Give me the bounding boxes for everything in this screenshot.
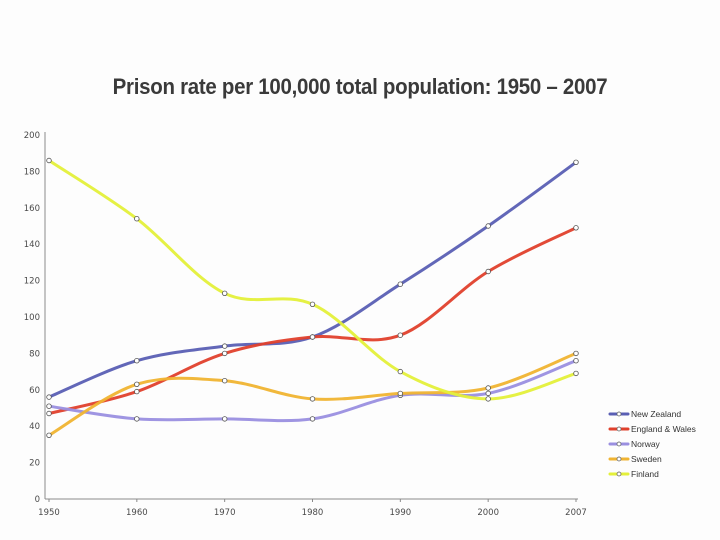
data-point-norway	[134, 416, 140, 422]
legend-label-england-wales: England & Wales	[631, 424, 696, 434]
data-point-new-zealand	[397, 281, 403, 287]
legend-label-sweden: Sweden	[631, 454, 662, 464]
data-point-finland	[573, 370, 579, 377]
x-tick-label: 1950	[38, 508, 60, 518]
legend-marker-finland	[616, 471, 622, 477]
x-tick-label: 2000	[477, 508, 499, 518]
data-point-norway	[46, 403, 52, 409]
series-line-norway	[47, 359, 578, 423]
data-point-england-wales	[221, 350, 228, 357]
data-point-england-wales	[309, 334, 316, 340]
data-point-new-zealand	[485, 223, 491, 229]
y-tick-label: 80	[29, 349, 40, 359]
y-tick-label: 200	[24, 131, 40, 141]
data-point-finland	[485, 396, 491, 402]
y-tick-label: 120	[24, 277, 40, 287]
data-point-england-wales	[573, 225, 579, 231]
data-point-sweden	[46, 432, 52, 438]
y-tick-label: 20	[29, 459, 40, 469]
series-layer	[46, 157, 579, 438]
data-point-finland	[46, 157, 52, 164]
data-point-sweden	[221, 378, 228, 384]
chart-title: Prison rate per 100,000 total population…	[112, 74, 608, 99]
data-point-new-zealand	[221, 343, 228, 349]
y-tick-label: 60	[29, 386, 40, 396]
data-point-sweden	[485, 385, 491, 391]
data-point-england-wales	[397, 332, 403, 338]
data-point-finland	[134, 215, 140, 222]
data-point-sweden	[134, 381, 140, 387]
data-point-new-zealand	[573, 159, 579, 165]
legend-marker-england-wales	[616, 426, 622, 432]
data-point-england-wales	[134, 388, 140, 395]
y-tick-label: 160	[24, 204, 40, 214]
data-point-new-zealand	[134, 358, 140, 364]
legend-marker-norway	[616, 441, 622, 447]
legend-label-new-zealand: New Zealand	[631, 409, 681, 419]
legend-label-norway: Norway	[631, 439, 661, 449]
data-point-finland	[221, 290, 228, 296]
series-line-new-zealand	[47, 160, 578, 399]
data-point-norway	[485, 390, 491, 397]
data-point-finland	[309, 301, 316, 307]
data-point-sweden	[397, 390, 403, 397]
data-point-new-zealand	[46, 394, 52, 400]
x-tick-label: 1970	[214, 508, 236, 518]
data-point-finland	[397, 368, 403, 375]
data-point-sweden	[309, 396, 316, 402]
y-tick-label: 0	[35, 495, 40, 505]
y-tick-label: 40	[29, 422, 40, 432]
legend: New Zealand England & Wales Norway Sweden Fi…	[608, 409, 696, 479]
y-tick-label: 180	[24, 167, 40, 177]
data-point-norway	[309, 416, 316, 422]
data-point-england-wales	[485, 268, 491, 275]
legend-label-finland: Finland	[631, 469, 659, 479]
axes-layer: 0 20 40 60 80 100 120 140 160 180 200 1950 1960 1970 1…	[24, 131, 587, 518]
legend-marker-new-zealand	[616, 411, 622, 417]
x-tick-label: 1980	[302, 508, 324, 518]
x-tick-label: 2007	[565, 508, 587, 518]
data-point-england-wales	[46, 410, 52, 417]
x-tick-label: 1990	[390, 508, 412, 518]
data-point-norway	[573, 358, 579, 364]
legend-marker-sweden	[616, 456, 622, 462]
y-tick-label: 140	[24, 240, 40, 250]
y-tick-label: 100	[24, 313, 40, 323]
data-point-norway	[221, 416, 228, 422]
x-tick-label: 1960	[126, 508, 148, 518]
data-point-sweden	[573, 350, 579, 357]
